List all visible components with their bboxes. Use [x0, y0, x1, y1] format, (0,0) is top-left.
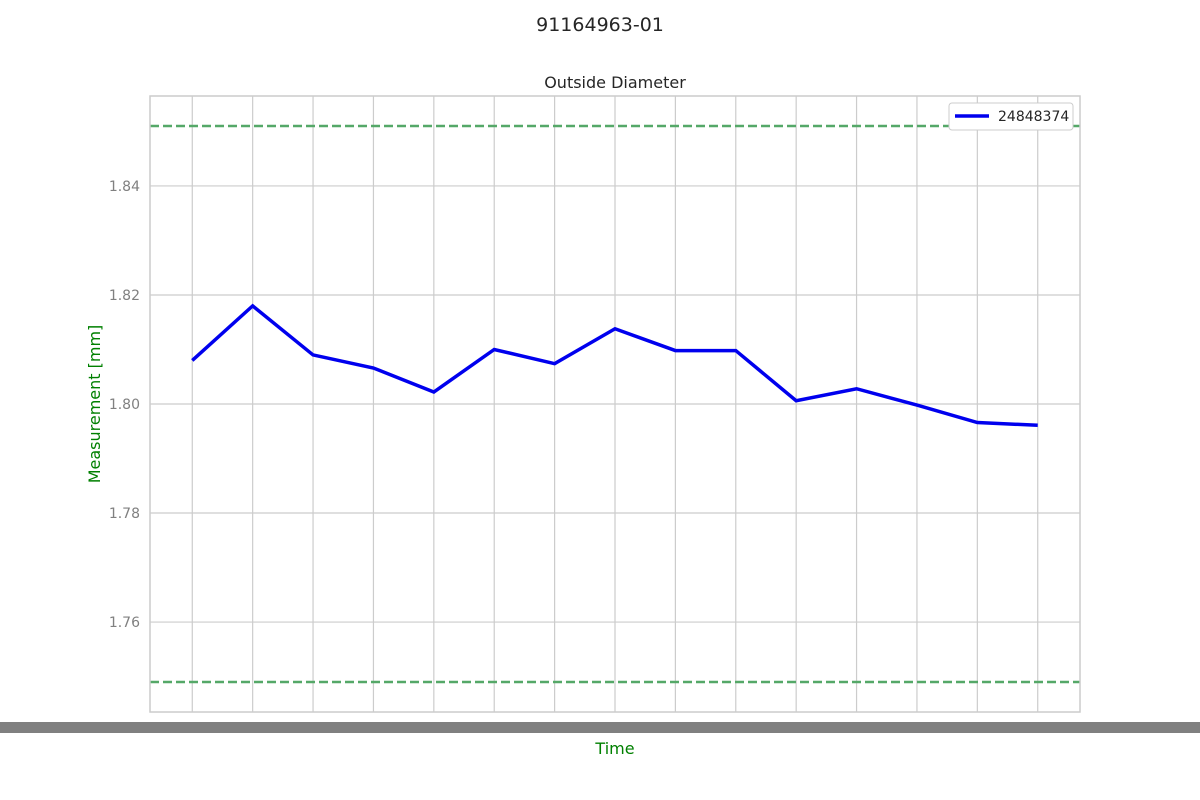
- y-tick-labels: 1.76 1.78 1.80 1.82 1.84: [109, 179, 140, 631]
- x-axis-band: [0, 722, 1200, 733]
- chart-title: Outside Diameter: [544, 73, 686, 92]
- legend: 24848374: [948, 102, 1074, 131]
- limit-lines: [150, 124, 1080, 684]
- y-tick-label-2: 1.80: [109, 397, 140, 413]
- legend-box: [948, 102, 1074, 131]
- y-tick-label-0: 1.76: [109, 615, 140, 631]
- legend-label: 24848374: [998, 109, 1069, 125]
- y-tick-label-3: 1.82: [109, 288, 140, 304]
- series-lines: [191, 303, 1038, 428]
- y-axis-label: Measurement [mm]: [85, 325, 104, 484]
- series-line-0: [191, 303, 1038, 428]
- figure-suptitle: 91164963-01: [536, 14, 664, 36]
- x-axis-label: Time: [594, 739, 634, 758]
- y-tick-label-1: 1.78: [109, 506, 140, 522]
- grid: [150, 96, 1080, 712]
- y-tick-label-4: 1.84: [109, 179, 140, 195]
- plot-frame: [149, 95, 1081, 713]
